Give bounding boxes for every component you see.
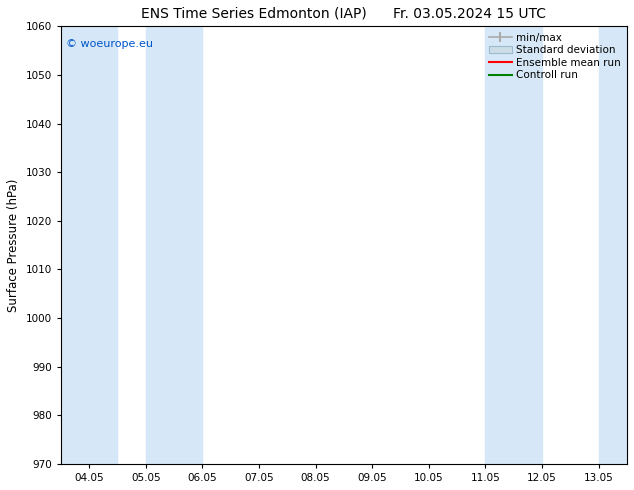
Text: © woeurope.eu: © woeurope.eu	[67, 39, 153, 49]
Legend: min/max, Standard deviation, Ensemble mean run, Controll run: min/max, Standard deviation, Ensemble me…	[485, 28, 625, 84]
Bar	[146, 26, 202, 464]
Bar	[598, 26, 627, 464]
Title: ENS Time Series Edmonton (IAP)      Fr. 03.05.2024 15 UTC: ENS Time Series Edmonton (IAP) Fr. 03.05…	[141, 7, 547, 21]
Y-axis label: Surface Pressure (hPa): Surface Pressure (hPa)	[7, 178, 20, 312]
Bar	[61, 26, 117, 464]
Bar	[486, 26, 542, 464]
